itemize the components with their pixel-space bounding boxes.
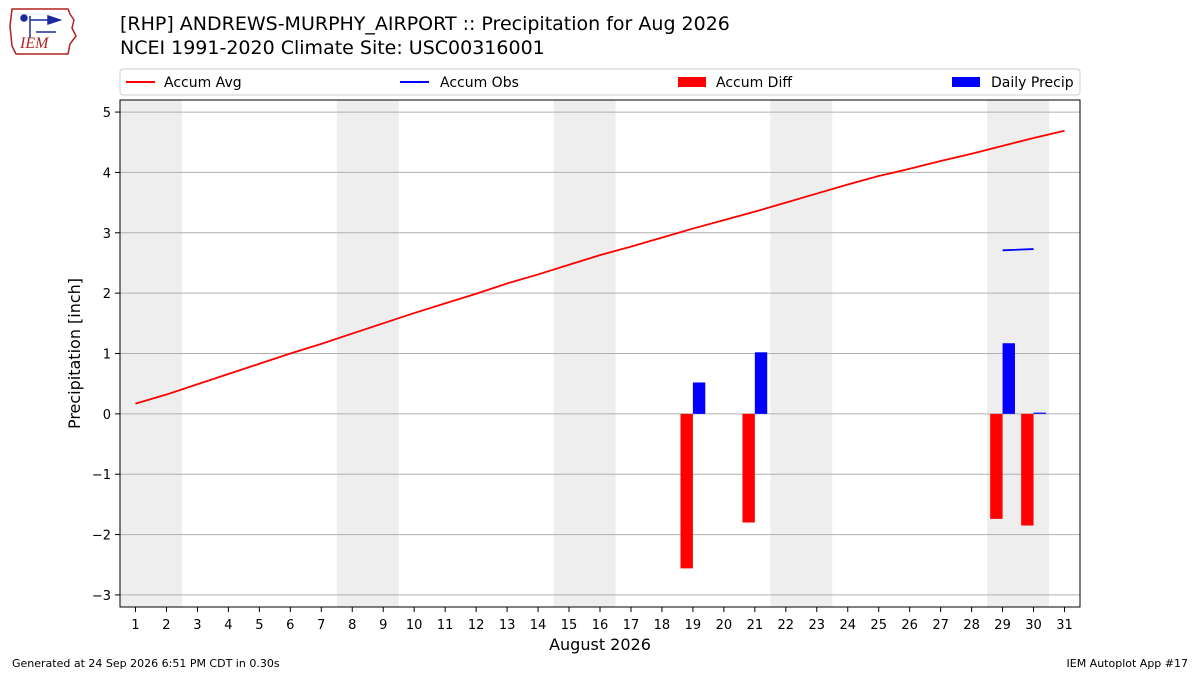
legend-swatch-bar xyxy=(952,77,980,87)
x-tick-label: 27 xyxy=(932,618,949,633)
x-tick-label: 24 xyxy=(839,618,856,633)
legend-label: Accum Obs xyxy=(440,75,519,91)
iem-logo: IEM xyxy=(8,6,80,58)
x-tick-label: 1 xyxy=(131,618,139,633)
y-tick-label: 4 xyxy=(103,166,111,181)
x-tick-label: 14 xyxy=(530,618,547,633)
x-tick-label: 9 xyxy=(379,618,387,633)
x-tick-label: 13 xyxy=(499,618,516,633)
accum-diff-bar xyxy=(990,413,1003,519)
y-tick-label: −3 xyxy=(92,589,111,604)
legend-label: Accum Avg xyxy=(164,75,242,91)
accum-diff-bar xyxy=(680,413,693,569)
y-tick-label: −1 xyxy=(92,468,111,483)
x-axis-label: August 2026 xyxy=(549,635,651,654)
x-tick-label: 23 xyxy=(809,618,826,633)
x-tick-label: 18 xyxy=(654,618,671,633)
x-tick-label: 19 xyxy=(685,618,702,633)
accum-avg-line xyxy=(135,129,1065,405)
x-tick-label: 26 xyxy=(901,618,918,633)
x-tick-label: 3 xyxy=(193,618,201,633)
x-tick-label: 22 xyxy=(778,618,795,633)
y-tick-label: 1 xyxy=(103,348,111,363)
chart-title: [RHP] ANDREWS-MURPHY_AIRPORT :: Precipit… xyxy=(120,13,730,35)
y-tick-label: −2 xyxy=(92,529,111,544)
x-tick-label: 17 xyxy=(623,618,640,633)
accum-diff-bar xyxy=(1021,413,1034,526)
x-tick-label: 12 xyxy=(468,618,485,633)
legend-swatch-bar xyxy=(678,77,706,87)
x-tick-label: 5 xyxy=(255,618,263,633)
x-tick-label: 21 xyxy=(747,618,764,633)
legend-label: Accum Diff xyxy=(716,75,792,91)
x-tick-label: 10 xyxy=(406,618,423,633)
iem-logo-text: IEM xyxy=(19,35,50,52)
x-tick-label: 11 xyxy=(437,618,454,633)
y-tick-label: 0 xyxy=(103,408,111,423)
app-label: IEM Autoplot App #17 xyxy=(1066,657,1189,670)
generated-timestamp: Generated at 24 Sep 2026 6:51 PM CDT in … xyxy=(12,657,280,670)
accum-obs-line xyxy=(1002,248,1034,252)
x-tick-label: 30 xyxy=(1025,618,1042,633)
x-tick-label: 25 xyxy=(870,618,887,633)
x-tick-label: 16 xyxy=(592,618,609,633)
x-tick-label: 4 xyxy=(224,618,232,633)
x-tick-label: 15 xyxy=(561,618,578,633)
daily-precip-bar xyxy=(1033,412,1046,414)
iem-logo-graphic: IEM xyxy=(9,8,77,55)
x-tick-label: 2 xyxy=(162,618,170,633)
x-tick-label: 8 xyxy=(348,618,356,633)
y-tick-label: 5 xyxy=(103,106,111,121)
y-tick-label: 3 xyxy=(103,227,111,242)
accum-diff-bar xyxy=(742,413,755,523)
x-tick-label: 6 xyxy=(286,618,294,633)
daily-precip-bar xyxy=(1002,343,1015,414)
daily-precip-bar xyxy=(692,382,706,414)
daily-precip-bar xyxy=(754,352,768,414)
x-tick-label: 7 xyxy=(317,618,325,633)
legend-box xyxy=(119,68,1081,96)
x-tick-label: 20 xyxy=(716,618,733,633)
y-tick-label: 2 xyxy=(103,287,111,302)
x-tick-label: 28 xyxy=(963,618,980,633)
y-axis-label: Precipitation [inch] xyxy=(65,278,84,429)
x-tick-label: 29 xyxy=(994,618,1011,633)
chart-subtitle: NCEI 1991-2020 Climate Site: USC00316001 xyxy=(120,37,545,59)
legend-label: Daily Precip xyxy=(991,75,1074,91)
x-tick-label: 31 xyxy=(1056,618,1073,633)
